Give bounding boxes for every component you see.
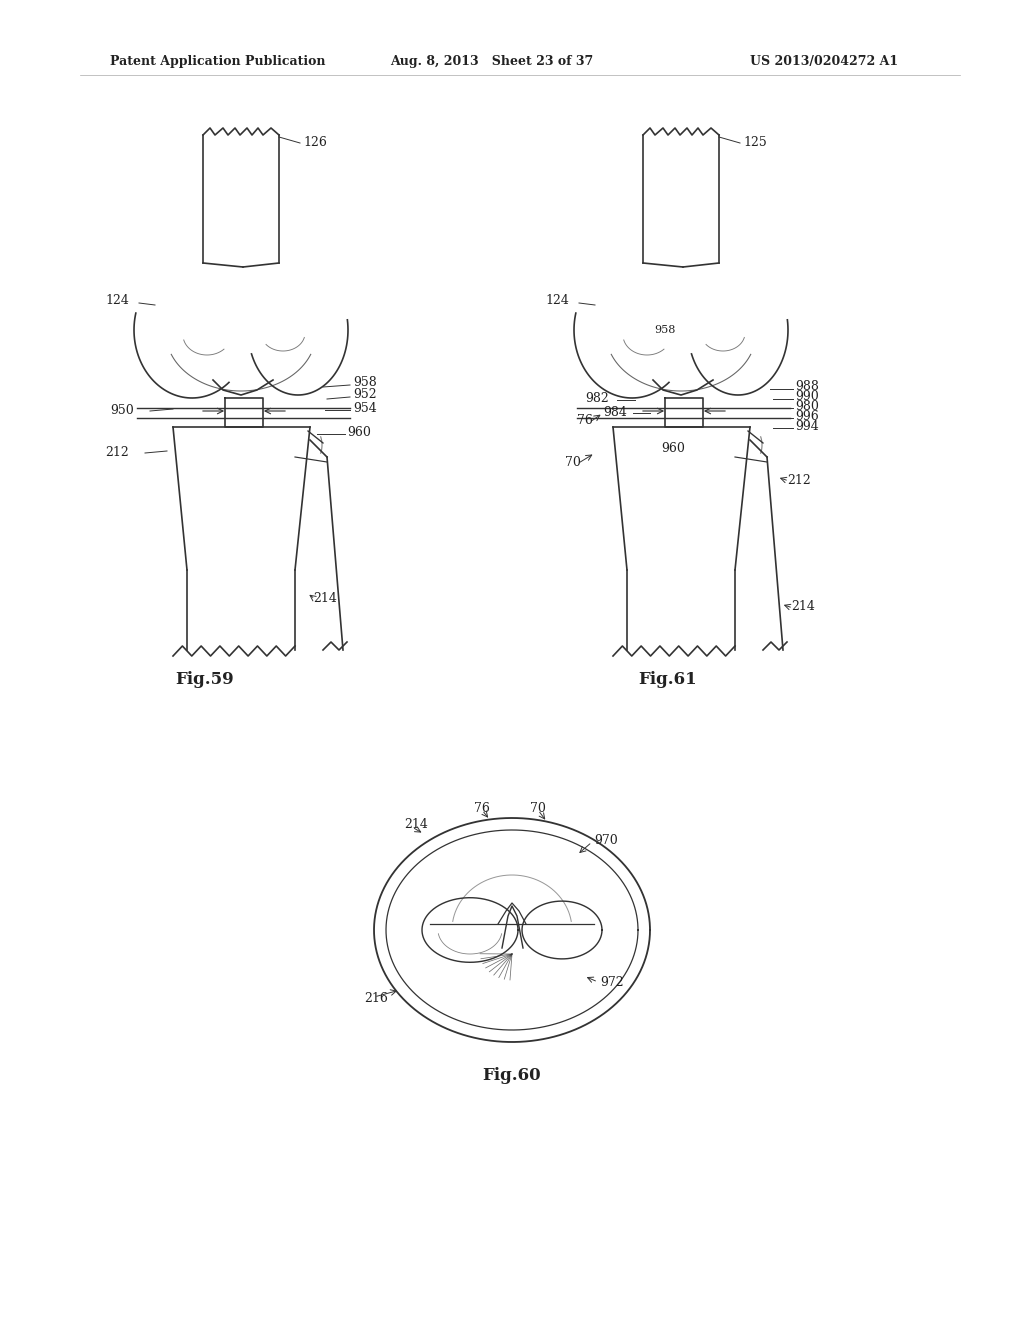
Text: 214: 214 [313,591,337,605]
Text: 76: 76 [577,414,593,428]
Text: 70: 70 [565,457,581,470]
Text: Aug. 8, 2013   Sheet 23 of 37: Aug. 8, 2013 Sheet 23 of 37 [390,55,593,69]
Text: 972: 972 [600,975,624,989]
Text: 958: 958 [654,325,676,335]
Text: 70: 70 [530,801,546,814]
Text: Patent Application Publication: Patent Application Publication [110,55,326,69]
Text: 124: 124 [105,294,129,308]
Text: 960: 960 [662,442,685,455]
Text: Fig.61: Fig.61 [639,672,697,689]
Text: 216: 216 [364,991,388,1005]
Text: 990: 990 [795,391,819,404]
Text: 970: 970 [594,833,617,846]
Text: 214: 214 [404,818,428,832]
Text: Fig.59: Fig.59 [176,672,234,689]
Text: 982: 982 [585,392,608,404]
Text: 996: 996 [795,411,819,424]
Text: 988: 988 [795,380,819,393]
Text: 212: 212 [787,474,811,487]
Text: 124: 124 [545,294,569,308]
Text: 958: 958 [353,376,377,389]
Text: 952: 952 [353,388,377,401]
Text: Fig.60: Fig.60 [482,1067,542,1084]
Text: US 2013/0204272 A1: US 2013/0204272 A1 [750,55,898,69]
Text: 125: 125 [743,136,767,149]
Text: 126: 126 [303,136,327,149]
Text: 954: 954 [353,403,377,416]
Text: 76: 76 [474,801,489,814]
Text: 984: 984 [603,405,627,418]
Text: 214: 214 [791,601,815,614]
Text: 212: 212 [105,446,129,459]
Text: 960: 960 [347,426,371,440]
Text: 980: 980 [795,400,819,413]
Text: 950: 950 [110,404,134,417]
Text: 994: 994 [795,421,819,433]
